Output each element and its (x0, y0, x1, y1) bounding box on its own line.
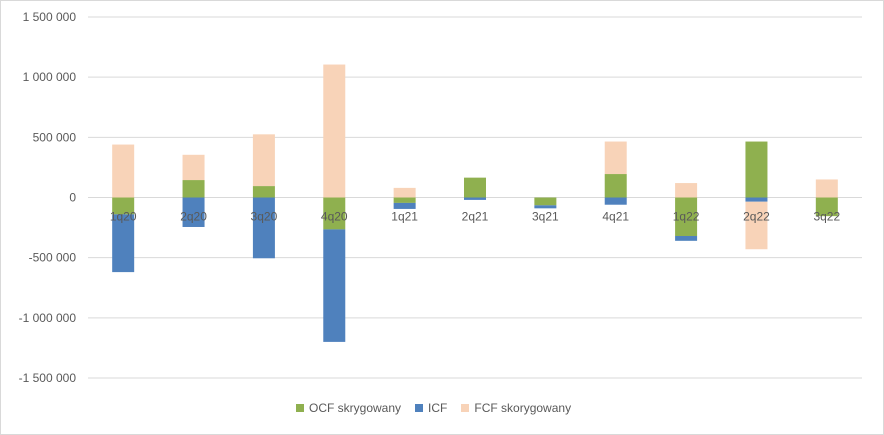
x-tick-label: 4q20 (321, 210, 348, 224)
bar-ocf-1q21 (393, 197, 416, 203)
bar-fcf-4q21 (604, 141, 627, 175)
bar-fcf-1q20 (112, 144, 135, 198)
x-tick-label: 2q21 (462, 210, 489, 224)
legend-item-ocf: OCF skrygowany (296, 401, 401, 415)
legend-swatch-ocf (296, 404, 304, 412)
x-tick-label: 3q20 (251, 210, 278, 224)
bar-icf-1q20 (112, 214, 135, 273)
bar-icf-3q21 (534, 205, 557, 209)
bar-fcf-2q20 (182, 154, 205, 181)
legend-label-ocf: OCF skrygowany (309, 401, 402, 415)
bar-fcf-4q20 (323, 64, 346, 198)
x-tick-label: 3q21 (532, 210, 559, 224)
x-tick-label: 3q22 (813, 210, 840, 224)
y-tick-label: 1 500 000 (23, 10, 77, 24)
x-axis-ticks: 1q20 2q20 3q20 4q20 1q21 2q21 3q21 4q21 1q22 2q22… (110, 210, 841, 224)
bar-fcf-2q22 (745, 201, 768, 250)
y-axis-ticks: 1 500 000 1 000 000 500 000 0 -500 000 -1 000… (19, 10, 77, 385)
bar-icf-4q20 (323, 229, 346, 342)
x-tick-label: 1q20 (110, 210, 137, 224)
bars (112, 64, 838, 342)
y-tick-label: -500 000 (29, 251, 77, 265)
bar-icf-3q20 (252, 197, 275, 259)
bar-icf-4q21 (604, 197, 627, 205)
bar-ocf-3q21 (534, 197, 557, 206)
x-tick-label: 1q21 (391, 210, 418, 224)
legend-swatch-fcf (461, 404, 470, 412)
bar-fcf-1q22 (675, 183, 698, 198)
x-tick-label: 4q21 (602, 210, 629, 224)
x-tick-label: 1q22 (673, 210, 700, 224)
y-tick-label: 0 (69, 191, 76, 205)
gridlines (88, 16, 862, 379)
bar-fcf-3q22 (815, 179, 838, 198)
x-tick-label: 2q22 (743, 210, 770, 224)
bar-icf-2q22 (745, 197, 768, 202)
legend-label-fcf: FCF skorygowany (474, 401, 572, 415)
y-tick-label: -1 000 000 (19, 311, 77, 325)
legend-swatch-icf (415, 404, 424, 412)
bar-icf-2q20 (182, 197, 205, 227)
bar-icf-1q22 (675, 236, 698, 241)
bar-ocf-1q22 (675, 197, 698, 237)
bar-ocf-3q20 (252, 186, 275, 198)
x-tick-label: 2q20 (180, 210, 207, 224)
bar-icf-1q21 (393, 202, 416, 209)
y-tick-label: -1 500 000 (19, 371, 77, 385)
bar-ocf-2q21 (464, 177, 486, 198)
legend-item-icf: ICF (415, 401, 447, 415)
y-tick-label: 1 000 000 (23, 70, 77, 84)
bar-ocf-3q22 (815, 197, 838, 217)
bar-icf-2q21 (464, 197, 486, 200)
bar-ocf-4q20 (323, 197, 346, 230)
bar-ocf-1q20 (112, 197, 135, 215)
legend-item-fcf: FCF skorygowany (461, 401, 571, 415)
legend: OCF skrygowany ICF FCF skorygowany (296, 401, 585, 415)
bar-ocf-2q22 (745, 141, 768, 198)
bar-ocf-4q21 (604, 174, 627, 198)
bar-fcf-3q20 (252, 134, 275, 187)
bar-ocf-2q20 (182, 180, 205, 198)
bar-fcf-1q21 (393, 187, 416, 198)
y-tick-label: 500 000 (33, 130, 77, 144)
legend-label-icf: ICF (428, 401, 448, 415)
